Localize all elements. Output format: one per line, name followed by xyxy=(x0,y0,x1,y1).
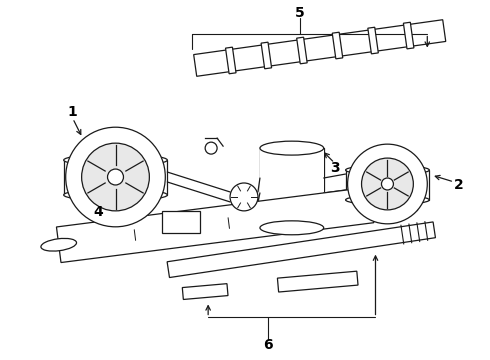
Polygon shape xyxy=(261,42,271,69)
Ellipse shape xyxy=(41,238,76,251)
Polygon shape xyxy=(130,195,150,207)
Polygon shape xyxy=(332,32,343,59)
Polygon shape xyxy=(167,222,436,278)
Polygon shape xyxy=(56,187,374,262)
Ellipse shape xyxy=(260,221,324,235)
Circle shape xyxy=(107,169,123,185)
Circle shape xyxy=(362,201,371,211)
Ellipse shape xyxy=(345,165,429,175)
Ellipse shape xyxy=(345,195,429,205)
Ellipse shape xyxy=(80,166,151,184)
Ellipse shape xyxy=(260,141,324,155)
Text: 4: 4 xyxy=(94,205,103,219)
Circle shape xyxy=(382,178,393,190)
Text: 2: 2 xyxy=(454,178,464,192)
Circle shape xyxy=(82,143,149,211)
Polygon shape xyxy=(162,211,200,233)
Polygon shape xyxy=(225,47,236,74)
Circle shape xyxy=(347,144,427,224)
Polygon shape xyxy=(194,20,446,76)
Text: 6: 6 xyxy=(263,338,273,352)
Text: 5: 5 xyxy=(295,6,305,20)
Text: 1: 1 xyxy=(68,105,77,119)
Ellipse shape xyxy=(64,189,167,201)
Polygon shape xyxy=(403,22,414,49)
Polygon shape xyxy=(277,271,358,292)
Polygon shape xyxy=(64,160,167,195)
Text: 3: 3 xyxy=(330,161,340,175)
Polygon shape xyxy=(368,27,378,54)
Circle shape xyxy=(230,183,258,211)
Circle shape xyxy=(362,158,414,210)
Polygon shape xyxy=(260,148,324,228)
Circle shape xyxy=(205,142,217,154)
Polygon shape xyxy=(296,37,307,64)
Polygon shape xyxy=(345,170,429,200)
Ellipse shape xyxy=(64,154,167,166)
Polygon shape xyxy=(402,200,417,210)
Polygon shape xyxy=(81,195,100,207)
Polygon shape xyxy=(182,284,228,300)
Circle shape xyxy=(66,127,165,227)
